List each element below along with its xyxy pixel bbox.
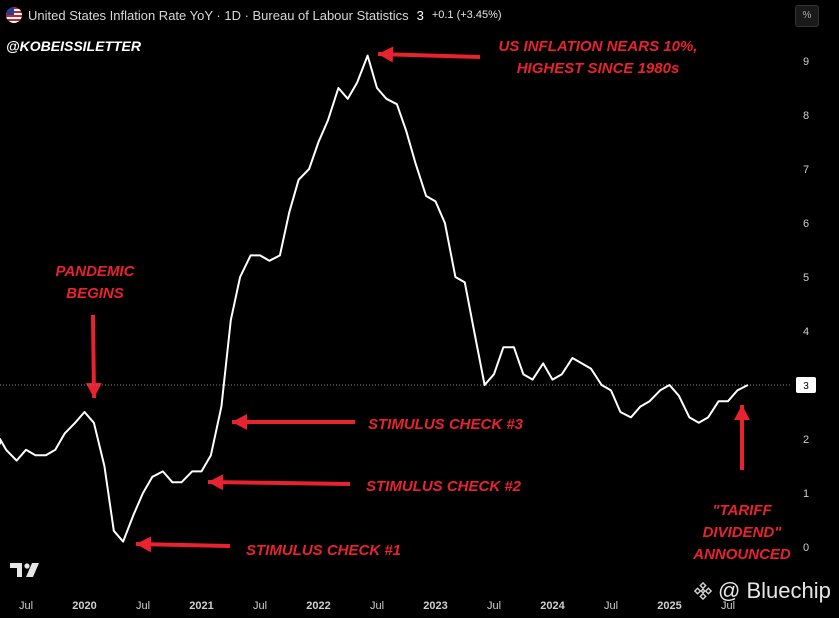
y-axis: 0 1 2 3 4 5 6 7 8 9 [803, 56, 809, 554]
arrow-check-2 [207, 474, 351, 491]
y-tick-label: 7 [803, 164, 809, 176]
change-value: +0.1 (+3.45%) [431, 9, 502, 21]
series-line-cpi [0, 54, 749, 543]
annotation-tariff: "TARIFF DIVIDEND" ANNOUNCED [693, 502, 791, 563]
x-tick-label: 2025 [657, 600, 681, 612]
x-tick-label: Jul [136, 600, 150, 612]
x-axis: Jul 2020 Jul 2021 Jul 2022 Jul 2023 Jul 2024 Jul 20… [19, 600, 735, 612]
tradingview-logo-icon [10, 563, 39, 577]
bluechip-watermark: @ Bluechip [694, 578, 831, 604]
y-tick-label: 0 [803, 542, 809, 554]
arrow-peak [377, 46, 481, 63]
arrow-pandemic [85, 314, 102, 399]
x-tick-label: Jul [604, 600, 618, 612]
x-tick-label: 2021 [189, 600, 213, 612]
arrow-tariff [734, 405, 750, 470]
annotation-peak: US INFLATION NEARS 10%, HIGHEST SINCE 19… [498, 38, 698, 77]
annotation-check-3: STIMULUS CHECK #3 [368, 416, 524, 433]
annotation-arrows [85, 46, 750, 553]
y-tick-label: 9 [803, 56, 809, 68]
chart-header: United States Inflation Rate YoY · 1D · … [6, 4, 502, 26]
y-tick-label: 2 [803, 434, 809, 446]
y-tick-label: 4 [803, 326, 809, 338]
arrow-check-1 [135, 536, 231, 553]
x-tick-label: Jul [370, 600, 384, 612]
annotation-check-1: STIMULUS CHECK #1 [246, 542, 402, 559]
annotation-check-2: STIMULUS CHECK #2 [366, 478, 522, 495]
y-tick-label: 6 [803, 218, 809, 230]
us-flag-icon [6, 7, 22, 23]
annotation-pandemic: PANDEMIC BEGINS [55, 263, 135, 302]
watermark-handle: @KOBEISSILETTER [6, 38, 141, 54]
symbol-title[interactable]: United States Inflation Rate YoY · 1D · … [28, 7, 409, 23]
x-tick-label: 2024 [540, 600, 565, 612]
y-tick-label: 5 [803, 272, 809, 284]
binance-logo-icon [694, 582, 712, 600]
current-value: 3 [416, 7, 424, 23]
x-tick-label: 2020 [72, 600, 96, 612]
x-tick-label: 2022 [306, 600, 330, 612]
bluechip-label: @ Bluechip [718, 578, 831, 603]
x-tick-label: Jul [253, 600, 267, 612]
x-tick-label: Jul [19, 600, 33, 612]
x-tick-label: Jul [721, 600, 735, 612]
x-tick-label: Jul [487, 600, 501, 612]
last-value-badge: 3 [796, 377, 816, 393]
percent-scale-button[interactable]: % [795, 5, 819, 27]
y-tick-label: 8 [803, 110, 809, 122]
y-tick-label: 1 [803, 488, 809, 500]
last-value-label: 3 [803, 381, 809, 392]
x-tick-label: 2023 [423, 600, 447, 612]
arrow-check-3 [232, 414, 355, 430]
